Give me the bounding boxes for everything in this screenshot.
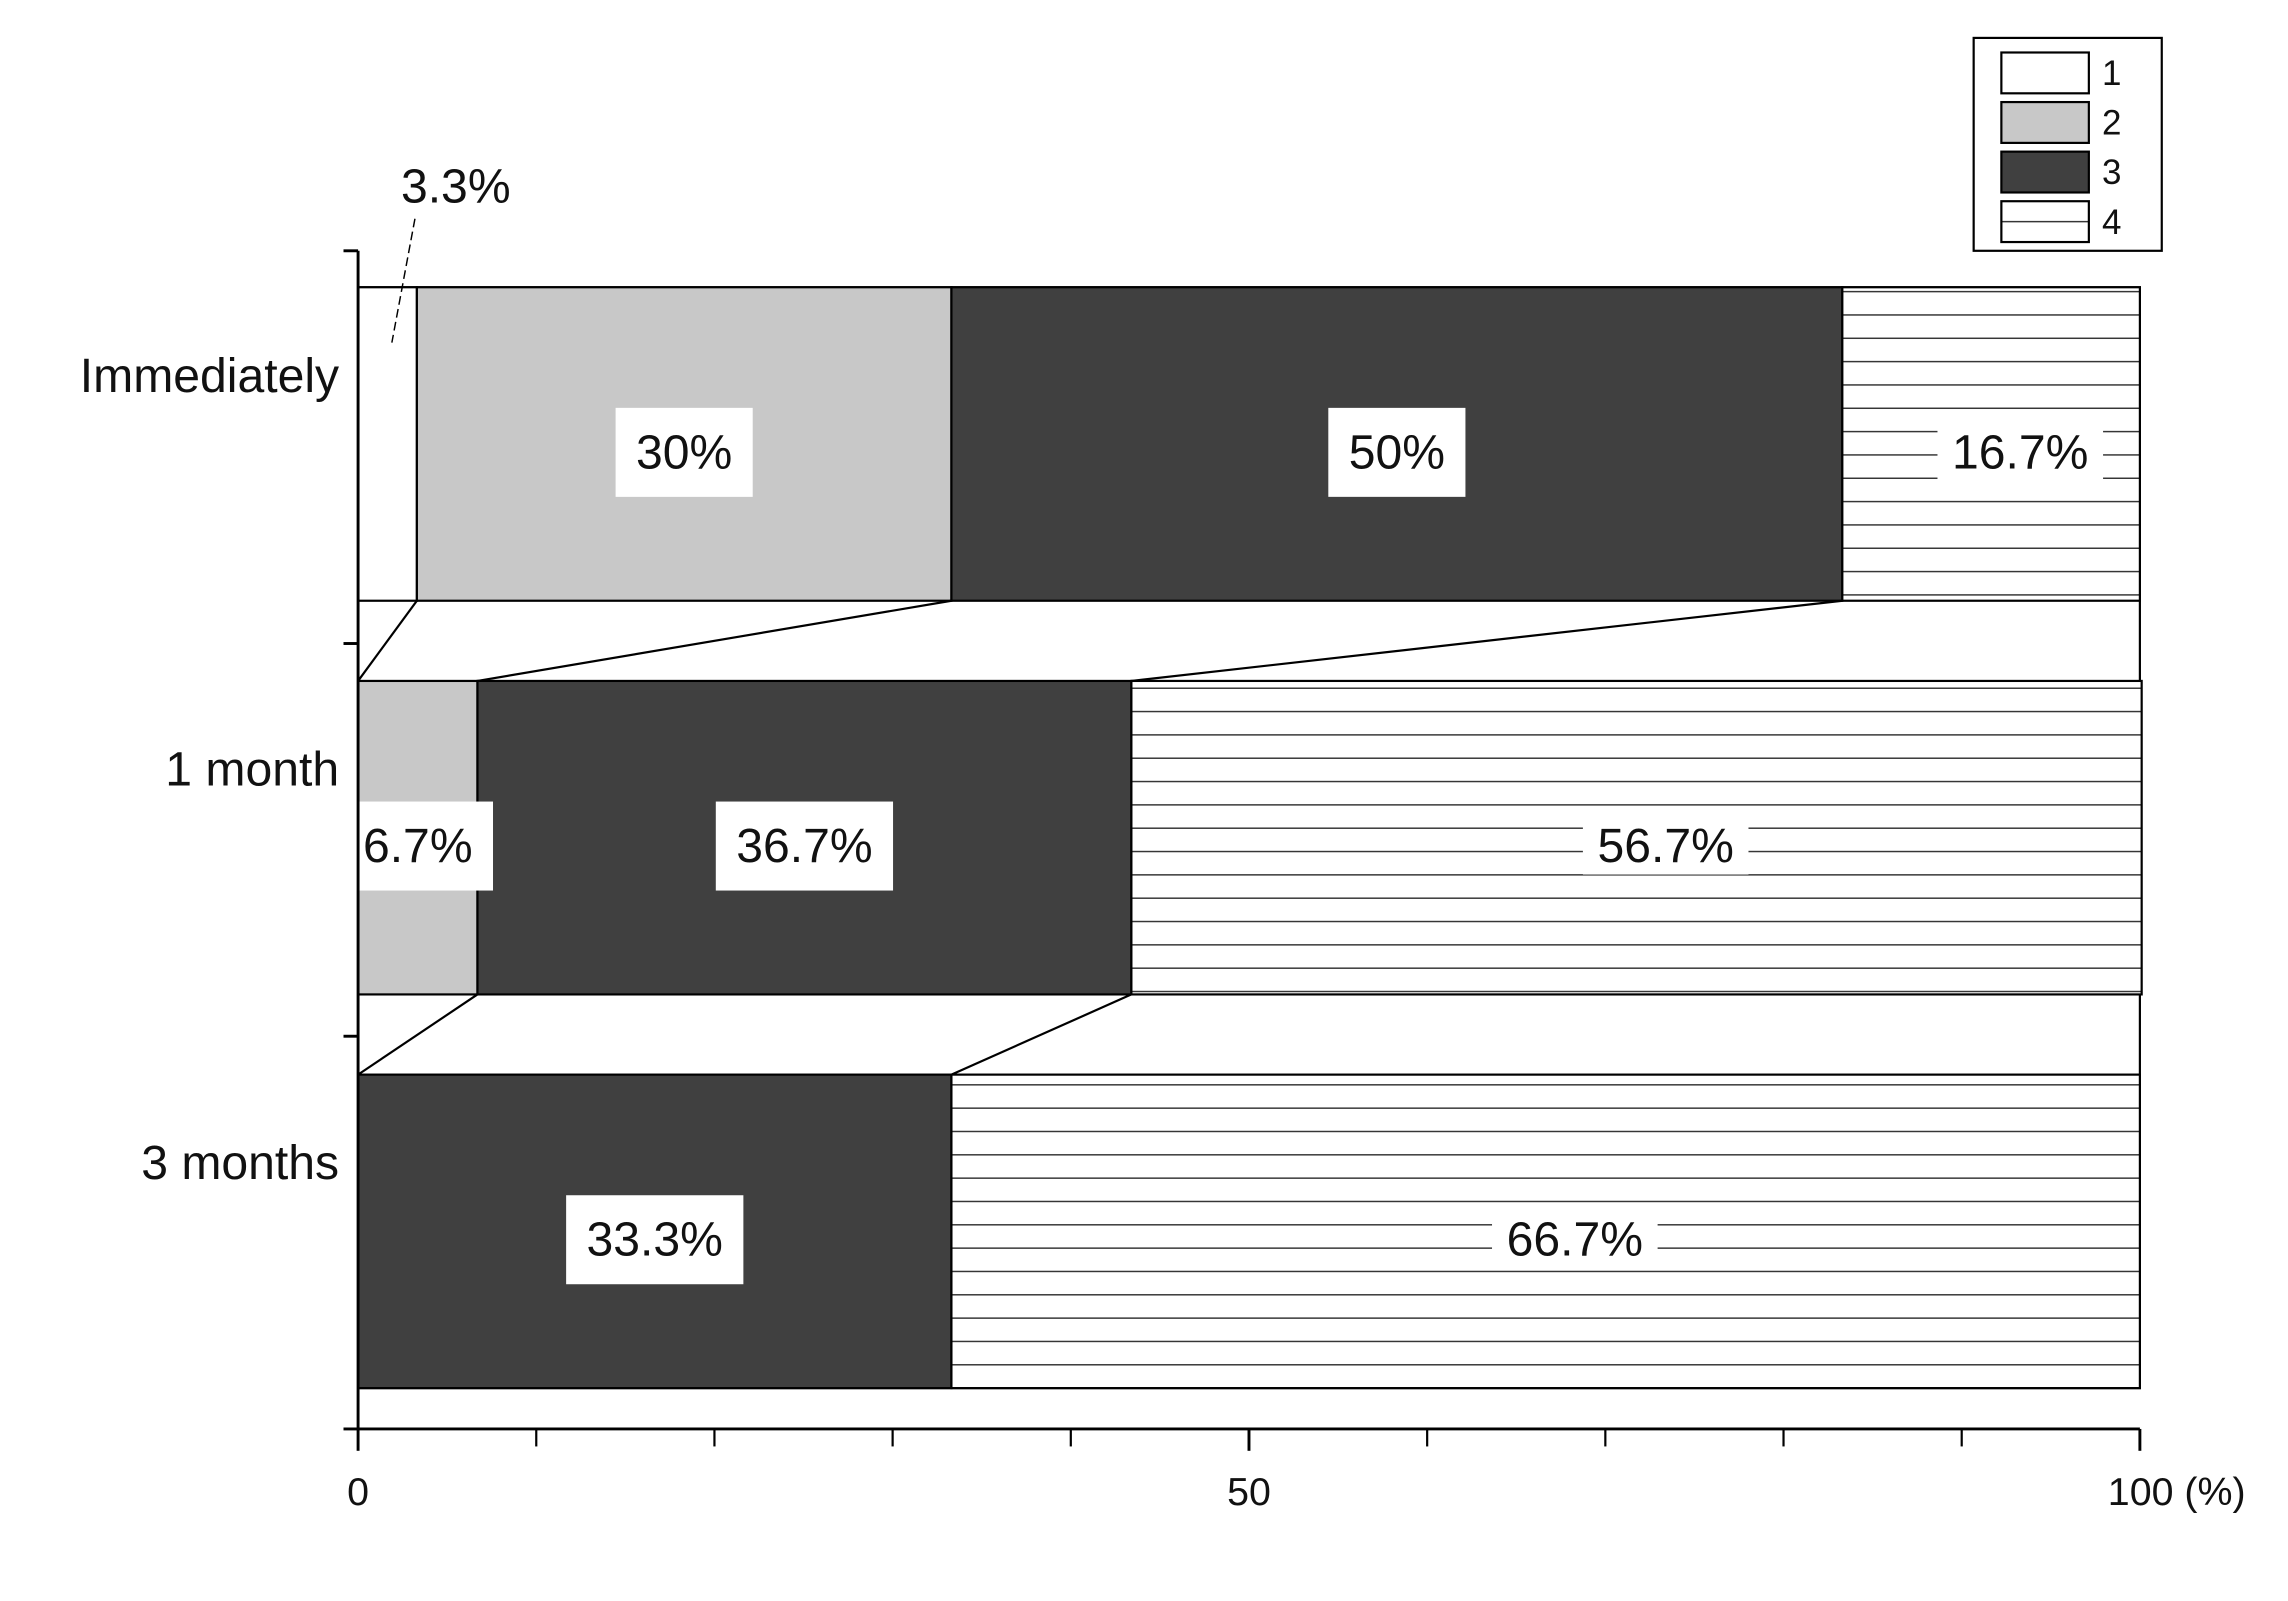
y-tick-label: 3 months — [141, 1136, 339, 1190]
data-label-box — [615, 407, 753, 497]
x-tick-label: 50 — [1227, 1470, 1271, 1514]
data-label-box — [1328, 407, 1466, 497]
data-label: 30% — [636, 425, 732, 479]
legend-label: 1 — [2102, 54, 2121, 93]
y-tick-label: Immediately — [80, 349, 339, 403]
legend-swatch — [2000, 51, 2090, 95]
data-label: 16.7% — [1952, 425, 2088, 479]
bar-segment — [356, 286, 418, 602]
data-label: 56.7% — [1597, 819, 1733, 873]
x-tick-label: 100 (%) — [2108, 1470, 2246, 1514]
data-label: 50% — [1349, 425, 1445, 479]
legend-swatch — [2000, 150, 2090, 194]
data-label: 3.3% — [401, 159, 511, 213]
data-label: 6.7% — [363, 819, 473, 873]
data-label: 36.7% — [736, 819, 872, 873]
data-label-box — [566, 1195, 744, 1285]
legend-swatch — [2000, 100, 2090, 144]
connector-line — [357, 993, 479, 1076]
connector-line — [357, 600, 418, 682]
data-label: 33.3% — [587, 1213, 723, 1267]
data-label-box — [1937, 423, 2104, 481]
leader-line — [391, 218, 416, 343]
legend-swatch — [2000, 200, 2090, 244]
data-label-box — [1492, 1211, 1658, 1269]
connector-line — [477, 599, 952, 683]
data-label-box — [342, 801, 494, 891]
x-tick-label: 0 — [347, 1470, 369, 1514]
connector-line — [1131, 599, 1843, 683]
connector-line — [950, 993, 1132, 1076]
data-label-box — [715, 801, 894, 891]
data-label: 66.7% — [1507, 1213, 1643, 1267]
legend-label: 4 — [2102, 203, 2121, 242]
y-tick-label: 1 month — [165, 742, 339, 796]
legend-label: 2 — [2102, 104, 2121, 143]
data-label-box — [1582, 817, 1749, 875]
legend-label: 3 — [2102, 153, 2121, 192]
